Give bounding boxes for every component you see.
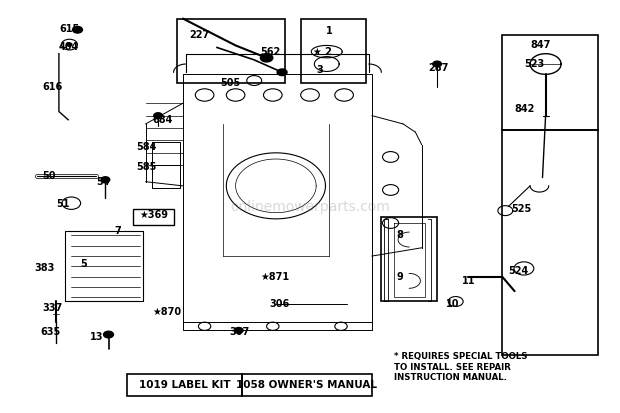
Text: 505: 505 — [220, 78, 241, 88]
Circle shape — [433, 61, 441, 67]
Text: ★871: ★871 — [260, 272, 290, 282]
Text: 1019 LABEL KIT: 1019 LABEL KIT — [139, 380, 230, 390]
Text: onlinemowerparts.com: onlinemowerparts.com — [230, 199, 390, 214]
Circle shape — [73, 26, 82, 33]
Text: 383: 383 — [34, 263, 55, 273]
Text: 7: 7 — [115, 226, 122, 236]
Text: 847: 847 — [530, 40, 551, 50]
Bar — [177, 19, 285, 83]
Text: 585: 585 — [136, 162, 157, 172]
Circle shape — [234, 328, 243, 333]
Circle shape — [101, 177, 110, 183]
Text: 306: 306 — [270, 299, 290, 309]
Text: 842: 842 — [515, 104, 535, 114]
Text: 9: 9 — [397, 272, 404, 282]
Text: 50: 50 — [42, 171, 56, 180]
Text: 524: 524 — [508, 266, 529, 275]
Circle shape — [154, 113, 162, 119]
Text: 307: 307 — [229, 328, 250, 337]
Text: 1: 1 — [326, 26, 332, 36]
Text: 287: 287 — [428, 63, 448, 73]
Text: 8: 8 — [397, 230, 404, 240]
Text: 584: 584 — [136, 142, 157, 152]
Bar — [127, 374, 242, 396]
Bar — [133, 209, 174, 225]
Bar — [381, 217, 437, 301]
Text: 54: 54 — [96, 177, 110, 187]
Text: 11: 11 — [462, 276, 476, 286]
Bar — [502, 35, 598, 130]
Text: 227: 227 — [189, 30, 210, 40]
Text: 10: 10 — [446, 299, 460, 309]
Text: 562: 562 — [260, 47, 281, 57]
Circle shape — [104, 331, 113, 338]
Text: 404: 404 — [59, 43, 79, 52]
Text: 523: 523 — [524, 59, 544, 69]
Circle shape — [67, 43, 72, 46]
Circle shape — [277, 69, 287, 76]
Text: 13: 13 — [90, 332, 104, 342]
Text: 337: 337 — [42, 303, 63, 313]
Circle shape — [260, 54, 273, 62]
Text: 1058 OWNER'S MANUAL: 1058 OWNER'S MANUAL — [236, 380, 378, 390]
Text: ★369: ★369 — [140, 210, 169, 220]
Text: 684: 684 — [152, 115, 172, 125]
Bar — [301, 19, 366, 83]
Text: 615: 615 — [59, 24, 79, 34]
Text: 51: 51 — [56, 199, 69, 209]
Text: 635: 635 — [40, 328, 61, 337]
Bar — [242, 374, 372, 396]
Text: ★870: ★870 — [152, 307, 181, 317]
Text: 616: 616 — [42, 82, 63, 92]
Text: 3: 3 — [316, 65, 323, 75]
Text: * REQUIRES SPECIAL TOOLS
TO INSTALL. SEE REPAIR
INSTRUCTION MANUAL.: * REQUIRES SPECIAL TOOLS TO INSTALL. SEE… — [394, 352, 527, 382]
Text: ★ 2: ★ 2 — [313, 47, 332, 57]
Bar — [502, 130, 598, 355]
Text: 5: 5 — [81, 259, 87, 269]
Text: 525: 525 — [512, 204, 532, 214]
